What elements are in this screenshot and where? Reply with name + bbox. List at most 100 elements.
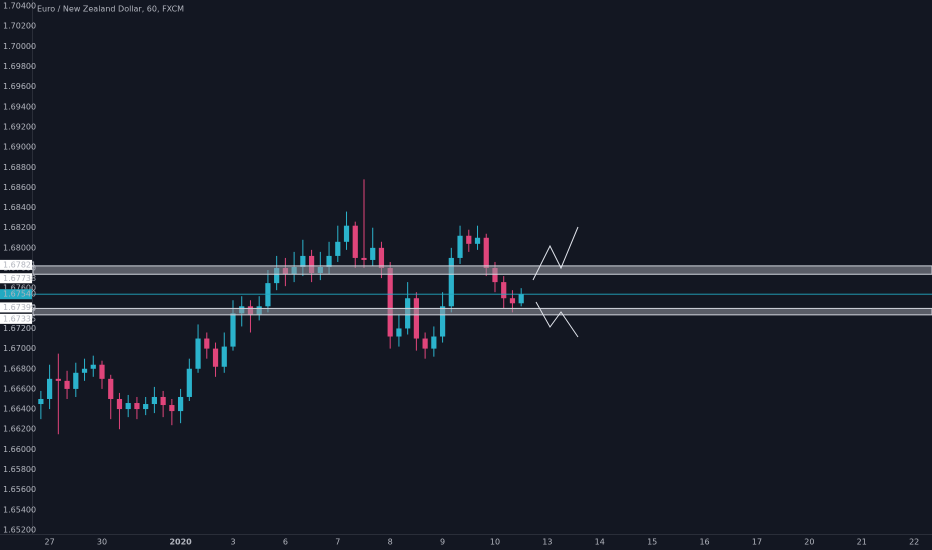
candle-body [212, 348, 219, 367]
y-tick-label: 1.68800 [3, 163, 36, 172]
y-tick-label: 1.69400 [3, 102, 36, 111]
candle-body [431, 336, 437, 349]
y-tick-label: 1.65800 [3, 465, 36, 474]
x-tick-label: 15 [647, 538, 657, 547]
candle-body [308, 255, 315, 274]
x-tick-label: 3 [230, 538, 235, 547]
candle-body [518, 294, 524, 304]
candle-body [90, 364, 96, 369]
x-tick-label: 27 [45, 538, 55, 547]
x-tick-label: 8 [388, 538, 393, 547]
candle-body [151, 396, 157, 405]
candles [38, 179, 524, 435]
candle-body [134, 403, 140, 410]
y-tick-label: 1.65600 [3, 485, 36, 494]
y-tick-label: 1.69000 [3, 143, 36, 152]
x-tick-label: 9 [440, 538, 445, 547]
y-tick-label: 1.67200 [3, 324, 36, 333]
candle-body [448, 257, 454, 307]
candle-body [396, 328, 402, 337]
zone-top-label-box [0, 259, 32, 270]
x-tick-label: 10 [490, 538, 500, 547]
zone-top-label: 1.67399 [3, 303, 36, 312]
candle-body [221, 346, 227, 367]
x-tick-label: 21 [857, 538, 867, 547]
candle-body [143, 404, 149, 410]
y-tick-label: 1.66600 [3, 384, 36, 393]
y-tick-label: 1.68400 [3, 203, 36, 212]
zone-bottom-label: 1.67738 [3, 274, 36, 283]
candle-body [501, 282, 507, 299]
zone-top-label-box [0, 302, 32, 313]
projection-up [532, 226, 579, 281]
candle-body [64, 380, 70, 389]
y-tick-label: 1.67600 [3, 284, 36, 293]
candle-body [457, 235, 463, 258]
y-tick-label: 1.70000 [3, 42, 36, 51]
y-tick-label: 1.65200 [3, 525, 36, 534]
candle-body [387, 268, 393, 337]
x-tick-label: 13 [542, 538, 552, 547]
x-tick-label: 20 [804, 538, 814, 547]
y-tick-label: 1.69800 [3, 62, 36, 71]
zone-bottom-label-box [0, 273, 32, 284]
candle-body [370, 247, 376, 260]
last-price-label: 1.67540 [3, 290, 36, 299]
candle-body [361, 257, 367, 260]
candle-body [81, 368, 88, 373]
candle-body [492, 268, 498, 283]
candle-body [73, 372, 79, 389]
candle-body [439, 306, 446, 337]
y-tick-label: 1.70200 [3, 22, 36, 31]
candle-body [169, 405, 175, 412]
zone [32, 265, 932, 275]
x-tick-label: 17 [752, 538, 762, 547]
x-tick-label: 22 [909, 538, 919, 547]
axis: 1.65200 1.65400 1.65600 1.65800 1.66000 1.662… [0, 2, 919, 547]
x-tick-label: 16 [699, 538, 709, 547]
candle-body [378, 247, 385, 269]
candle-body [300, 255, 306, 267]
candle-body [230, 313, 236, 347]
y-tick-label: 1.66400 [3, 405, 36, 414]
y-tick-label: 1.68000 [3, 243, 36, 252]
y-tick-label: 1.69200 [3, 122, 36, 131]
zone [32, 307, 932, 316]
y-tick-label: 1.66200 [3, 425, 36, 434]
candle-body [116, 398, 123, 410]
y-tick-label: 1.68200 [3, 223, 36, 232]
chart-title: Euro / New Zealand Dollar, 60, FXCM [37, 5, 184, 14]
x-tick-label: 6 [283, 538, 288, 547]
x-tick-label: 30 [97, 538, 107, 547]
candle-body [474, 237, 481, 244]
zone-top-label: 1.67821 [3, 260, 36, 269]
candle-body [160, 396, 166, 406]
y-tick-label: 1.67000 [3, 344, 36, 353]
candle-body [46, 378, 53, 399]
candle-body [204, 338, 210, 349]
candle-body [352, 225, 358, 258]
overlay [32, 265, 932, 316]
zone-bottom-label-box [0, 313, 32, 324]
candle-body [125, 403, 131, 410]
candle-body [38, 398, 44, 405]
y-tick-label: 1.68600 [3, 183, 36, 192]
candle-body [466, 235, 472, 244]
zone-bottom-label: 1.67335 [3, 314, 36, 323]
x-tick-label: 2020 [169, 538, 192, 547]
candle-body [186, 368, 192, 397]
candle-body [326, 255, 332, 267]
candle-body [483, 237, 489, 269]
candle-body [343, 225, 350, 242]
x-tick-label: 7 [335, 538, 340, 547]
candle-body [335, 241, 341, 256]
candle-body [265, 283, 271, 307]
candle-body [422, 338, 428, 349]
candle-body [274, 268, 280, 284]
y-tick-label: 1.70400 [3, 2, 36, 11]
last-price-label-box [0, 289, 32, 300]
candle-body [108, 378, 114, 399]
